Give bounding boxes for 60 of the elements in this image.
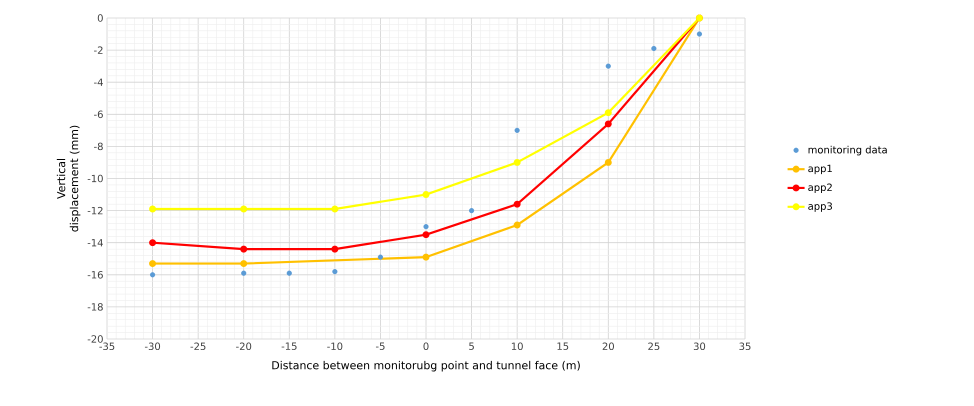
point bbox=[604, 158, 612, 166]
y-tick-label: -8 bbox=[94, 142, 103, 150]
x-tick-label: -30 bbox=[144, 342, 160, 350]
point bbox=[241, 270, 246, 276]
x-tick-label: 5 bbox=[469, 342, 474, 350]
point bbox=[514, 200, 521, 208]
point bbox=[606, 64, 611, 69]
point bbox=[696, 31, 702, 37]
point bbox=[604, 120, 612, 128]
point bbox=[240, 260, 248, 268]
point bbox=[331, 246, 338, 253]
x-tick-label: -25 bbox=[190, 342, 206, 350]
point bbox=[150, 272, 156, 278]
point bbox=[378, 254, 384, 260]
legend-label: monitoring data bbox=[808, 146, 887, 156]
point bbox=[651, 46, 656, 52]
y-tick-label: -4 bbox=[94, 78, 103, 86]
point bbox=[240, 206, 248, 212]
point bbox=[514, 158, 521, 166]
x-tick-label: 20 bbox=[602, 342, 614, 350]
point bbox=[468, 208, 474, 214]
x-tick-label: 25 bbox=[648, 342, 660, 350]
point bbox=[149, 239, 156, 246]
point bbox=[422, 191, 430, 198]
y-tick-label: -12 bbox=[88, 206, 102, 214]
point bbox=[423, 224, 429, 230]
x-axis-title: Distance between monitorubg point and tunnel face (m) bbox=[272, 360, 580, 372]
y-tick-label: -10 bbox=[88, 174, 103, 182]
point bbox=[240, 246, 248, 253]
y-axis-title: Vertical displacement (mm) bbox=[56, 126, 80, 232]
x-tick-label: 35 bbox=[739, 342, 750, 350]
y-tick-label: 0 bbox=[98, 14, 103, 22]
y-tick-label: -20 bbox=[88, 335, 103, 343]
x-tick-label: -15 bbox=[282, 342, 297, 350]
point bbox=[514, 222, 521, 229]
legend-label: app1 bbox=[808, 164, 832, 174]
x-tick-label: 15 bbox=[557, 342, 568, 350]
point bbox=[332, 269, 338, 274]
point bbox=[149, 206, 156, 212]
x-tick-label: -20 bbox=[236, 342, 252, 350]
y-tick-label: -18 bbox=[88, 303, 103, 311]
y-tick-label: -6 bbox=[94, 110, 103, 118]
y-tick-label: -14 bbox=[88, 239, 103, 246]
point bbox=[149, 260, 156, 268]
y-tick-label: -2 bbox=[94, 46, 102, 54]
x-tick-label: -5 bbox=[376, 342, 385, 350]
point bbox=[286, 270, 292, 276]
x-tick-label: -10 bbox=[327, 342, 342, 350]
point bbox=[514, 128, 520, 133]
point bbox=[331, 206, 338, 212]
legend-label: app3 bbox=[808, 202, 832, 212]
x-tick-label: 30 bbox=[694, 342, 706, 350]
x-tick-label: 0 bbox=[423, 342, 429, 350]
x-tick-label: -35 bbox=[99, 342, 114, 350]
x-tick-label: 10 bbox=[512, 342, 523, 350]
legend-label: app2 bbox=[808, 183, 832, 193]
point bbox=[604, 109, 612, 116]
point bbox=[422, 254, 430, 261]
y-tick-label: -16 bbox=[88, 271, 103, 279]
point bbox=[422, 231, 430, 238]
